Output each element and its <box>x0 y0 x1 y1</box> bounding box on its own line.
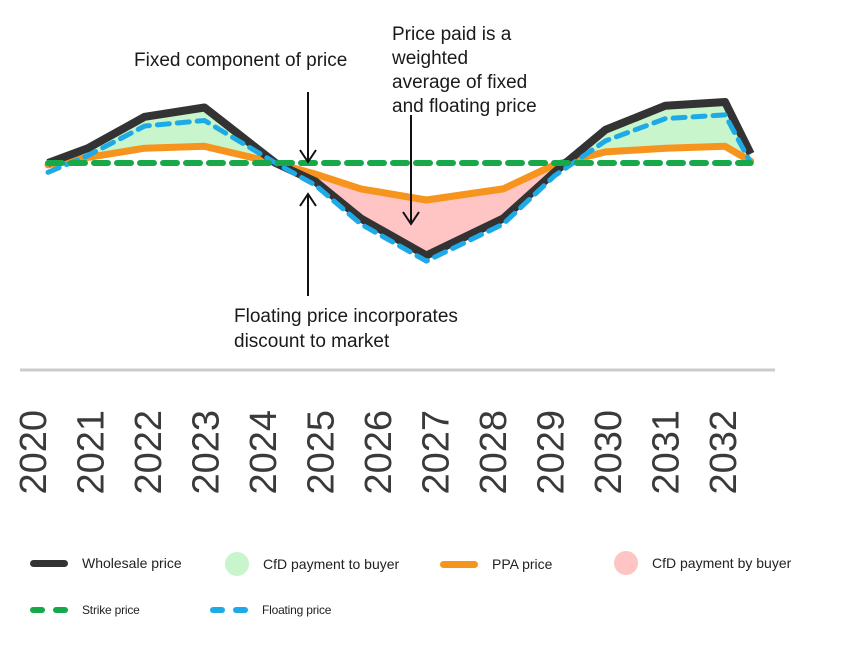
annotation-fixed-component: Fixed component of price <box>134 50 347 71</box>
annotation-fixed-line: Fixed component of price <box>134 50 347 71</box>
x-tick-label: 2020 <box>13 410 55 495</box>
annotation-weighted-line: Price paid is a <box>392 24 512 45</box>
series-line-floating-price <box>45 112 754 264</box>
weighted-arrow-head <box>402 211 420 226</box>
x-tick-label: 2023 <box>186 410 228 495</box>
cfd-payment-to-buyer-area <box>554 102 751 173</box>
x-tick-label: 2025 <box>301 410 343 495</box>
series-lines <box>44 98 755 264</box>
annotation-weighted-average: Price paid is a weighted average of fixe… <box>391 24 537 117</box>
x-tick-label: 2031 <box>646 410 688 495</box>
annotation-arrows <box>299 92 420 296</box>
annotation-weighted-line: and floating price <box>392 96 537 117</box>
x-tick-label: 2029 <box>531 410 573 495</box>
fixed-arrow-head <box>299 149 317 164</box>
x-tick-label: 2026 <box>358 410 400 495</box>
annotation-weighted-line: weighted <box>391 48 468 69</box>
series-line-ppa-price <box>44 142 755 204</box>
x-tick-label: 2024 <box>243 410 285 495</box>
series-line-wholesale-price <box>46 98 755 260</box>
x-tick-label: 2028 <box>473 410 515 495</box>
x-tick-label: 2021 <box>71 410 113 495</box>
x-axis-ticks: 2020 2021 2022 2023 2024 2025 2026 2027 2028 2029… <box>13 410 745 495</box>
x-tick-label: 2032 <box>703 410 745 495</box>
annotation-floating-discount: Floating price incorporates discount to … <box>234 306 463 352</box>
x-tick-label: 2030 <box>588 410 630 495</box>
discount-arrow-head <box>299 192 317 207</box>
x-tick-label: 2027 <box>416 410 458 495</box>
annotation-discount-line: Floating price incorporates <box>234 306 458 327</box>
x-tick-label: 2022 <box>128 410 170 495</box>
annotation-discount-line: discount to market <box>234 331 390 352</box>
annotation-weighted-line: average of fixed <box>392 72 527 93</box>
